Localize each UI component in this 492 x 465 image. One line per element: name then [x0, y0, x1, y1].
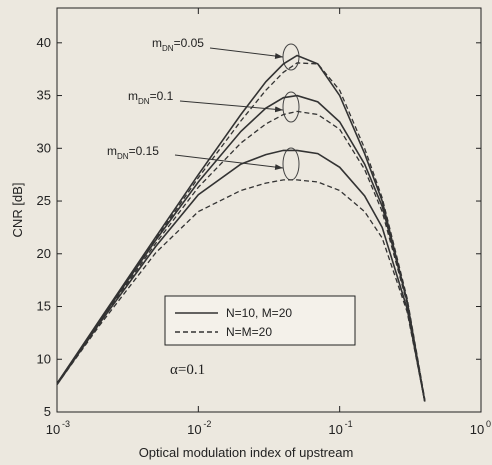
ellipse	[282, 91, 300, 123]
legend-label: N=M=20	[226, 325, 272, 339]
annotation-subscript: DN	[162, 44, 174, 53]
arrow	[174, 154, 284, 171]
annotation: mDN=0.05	[152, 36, 204, 53]
legend-box	[164, 295, 356, 346]
y-axis-label: CNR [dB]	[10, 183, 25, 238]
annotation: mDN=0.1	[128, 89, 174, 106]
curve	[56, 62, 426, 400]
y-tick-label: 30	[37, 140, 51, 155]
annotation: mDN=0.15	[107, 144, 159, 161]
y-tick-label: 5	[44, 404, 51, 419]
curve	[56, 149, 426, 402]
annotation-subscript: DN	[117, 152, 129, 161]
annotation-symbol: m	[152, 36, 162, 50]
plot-frame	[56, 7, 482, 413]
annotation-text: =0.1	[150, 89, 174, 103]
x-tick-label: 10	[187, 422, 201, 437]
curve	[56, 179, 426, 402]
legend-label: N=10, M=20	[226, 306, 292, 320]
annotation-symbol: m	[107, 144, 117, 158]
x-tick-exponent: -3	[62, 419, 70, 429]
y-tick-label: 15	[37, 299, 51, 314]
x-tick-exponent: -2	[203, 419, 211, 429]
annotation-subscript: DN	[138, 97, 150, 106]
y-tick-label: 35	[37, 88, 51, 103]
y-tick-label: 10	[37, 351, 51, 366]
curve	[56, 54, 426, 402]
annotation-symbol: m	[128, 89, 138, 103]
annotation-text: =0.15	[129, 144, 160, 158]
x-tick-exponent: -1	[345, 419, 353, 429]
arrow	[209, 47, 284, 59]
y-tick-label: 25	[37, 193, 51, 208]
annotation-text: =0.05	[174, 36, 205, 50]
y-tick-label: 20	[37, 246, 51, 261]
curve	[56, 94, 426, 402]
x-tick-exponent: 0	[486, 419, 491, 429]
x-tick-label: 10	[328, 422, 342, 437]
ellipse	[282, 43, 300, 71]
ellipse	[282, 147, 300, 181]
x-tick-label: 10	[470, 422, 484, 437]
x-tick-label: 10	[46, 422, 60, 437]
parameter-label: α=0.1	[170, 362, 205, 378]
arrow	[179, 100, 284, 113]
x-axis-label: Optical modulation index of upstream	[139, 445, 354, 460]
y-tick-label: 40	[37, 35, 51, 50]
curve	[56, 110, 426, 402]
